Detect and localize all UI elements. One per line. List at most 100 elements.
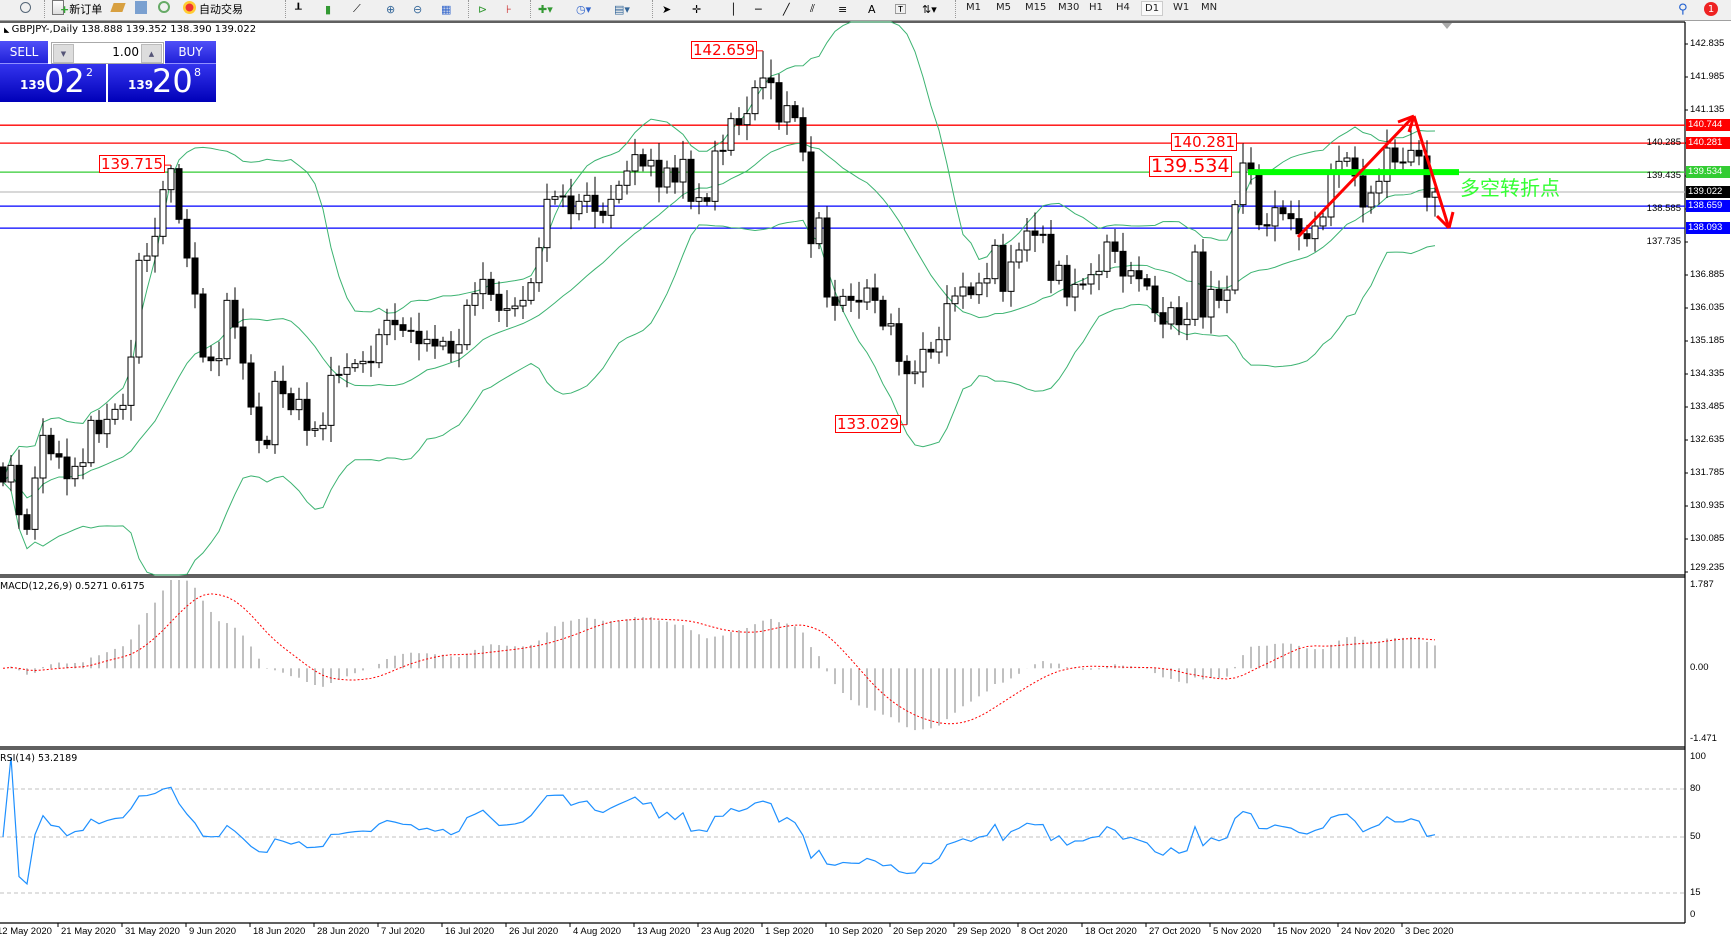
date-axis-label: 16 Jul 2020 bbox=[445, 926, 495, 937]
lot-size-field[interactable]: ▼ 1.00 ▲ bbox=[51, 42, 164, 64]
arrows-button[interactable]: ⇅▾ bbox=[922, 0, 937, 18]
tile-windows-button[interactable]: ▦ bbox=[441, 0, 451, 18]
auto-trading-button[interactable]: 自动交易 bbox=[183, 0, 243, 18]
zoom-in-button[interactable]: ⊕ bbox=[386, 0, 395, 18]
annotations[interactable] bbox=[1248, 114, 1459, 239]
date-axis-label: 23 Aug 2020 bbox=[701, 926, 755, 937]
lot-increase-button[interactable]: ▲ bbox=[141, 44, 162, 63]
candle-bull bbox=[559, 195, 567, 198]
candle-bull bbox=[1231, 204, 1239, 291]
candle-bear bbox=[63, 456, 71, 480]
candle-bear bbox=[687, 158, 695, 202]
price-axis-label: 139.435 bbox=[1646, 170, 1681, 181]
date-axis-label: 18 Jun 2020 bbox=[253, 926, 306, 937]
timeframe-mn[interactable]: MN bbox=[1201, 2, 1218, 13]
signals-button[interactable] bbox=[158, 0, 170, 18]
templates-button[interactable]: ▤▾ bbox=[614, 0, 630, 18]
timeframe-w1[interactable]: W1 bbox=[1173, 2, 1190, 13]
magnifier-icon bbox=[20, 1, 31, 13]
candle-bull bbox=[543, 198, 551, 249]
candle-bull bbox=[991, 244, 999, 280]
timeframe-d1[interactable]: D1 bbox=[1141, 1, 1164, 16]
candle-bull bbox=[615, 184, 623, 200]
level-price-label[interactable]: 139.534 bbox=[1149, 155, 1232, 177]
zoom-window-button[interactable] bbox=[20, 0, 31, 18]
search-button[interactable]: ⚲ bbox=[1678, 0, 1688, 18]
collapse-triangle-icon: ◣ bbox=[4, 26, 12, 34]
date-axis-label: 18 Oct 2020 bbox=[1085, 926, 1137, 937]
chart-shift-button[interactable]: ⊦ bbox=[506, 0, 512, 18]
candle-bull bbox=[479, 278, 487, 295]
buy-price-box[interactable]: 139 20 8 bbox=[108, 62, 216, 102]
lot-decrease-button[interactable]: ▼ bbox=[53, 44, 74, 63]
notifications-button[interactable]: 1 bbox=[1704, 0, 1718, 18]
extreme-price-label[interactable]: 142.659 bbox=[691, 40, 758, 59]
candle-bear bbox=[879, 299, 887, 327]
price-axis-label: 131.785 bbox=[1690, 467, 1725, 478]
candle-bull bbox=[527, 282, 535, 301]
rsi-label: RSI(14) 53.2189 bbox=[0, 753, 78, 764]
lot-size-value[interactable]: 1.00 bbox=[112, 45, 139, 59]
auto-scroll-button[interactable]: ⊳ bbox=[478, 0, 487, 18]
candle-bear bbox=[399, 324, 407, 331]
candle-bull bbox=[7, 464, 15, 483]
new-order-button[interactable]: + 新订单 bbox=[52, 0, 102, 18]
fibonacci-button[interactable]: ≡ bbox=[838, 0, 847, 18]
equidistant-channel-button[interactable]: ⫽ bbox=[810, 0, 815, 18]
text-button[interactable]: A bbox=[868, 0, 876, 18]
bar-chart-button[interactable]: ┸ bbox=[295, 0, 302, 18]
candle-bear bbox=[1111, 241, 1119, 252]
cursor-button[interactable]: ➤ bbox=[662, 0, 671, 18]
candle-bull bbox=[975, 282, 983, 296]
candle-bull bbox=[119, 404, 127, 410]
candle-bull bbox=[815, 217, 823, 245]
candle-bull bbox=[167, 168, 175, 191]
candle-bear bbox=[175, 168, 183, 220]
candle-bull bbox=[783, 105, 791, 123]
periods-button[interactable]: ◷▾ bbox=[576, 0, 591, 18]
timeframe-h1[interactable]: H1 bbox=[1089, 2, 1103, 13]
sell-button[interactable]: SELL bbox=[0, 41, 48, 64]
crosshair-button[interactable]: ✛ bbox=[692, 0, 701, 18]
signal-icon bbox=[158, 1, 170, 13]
candle-bear bbox=[231, 299, 239, 328]
candle-bear bbox=[599, 210, 607, 216]
candle-bull bbox=[1039, 233, 1047, 236]
extreme-price-label[interactable]: 140.281 bbox=[1171, 133, 1238, 152]
price-axis-label: 136.885 bbox=[1690, 269, 1725, 280]
candle-bear bbox=[903, 360, 911, 375]
timeframe-m30[interactable]: M30 bbox=[1058, 2, 1080, 13]
toolbar-separator bbox=[468, 0, 470, 18]
vertical-line-button[interactable]: │ bbox=[730, 0, 737, 18]
timeframe-m1[interactable]: M1 bbox=[966, 2, 981, 13]
candle-bear bbox=[239, 326, 247, 364]
timeframe-m15[interactable]: M15 bbox=[1025, 2, 1047, 13]
candle-bear bbox=[927, 348, 935, 353]
candle-bull bbox=[951, 295, 959, 305]
candle-bull bbox=[327, 374, 335, 426]
timeframe-h4[interactable]: H4 bbox=[1116, 2, 1130, 13]
indicators-button[interactable]: ✚▾ bbox=[538, 0, 553, 18]
timeframe-m5[interactable]: M5 bbox=[996, 2, 1011, 13]
candlestick-chart-button[interactable]: ▮ bbox=[325, 0, 331, 18]
extreme-price-label[interactable]: 133.029 bbox=[835, 414, 902, 433]
candle-bear bbox=[1255, 169, 1263, 226]
bar-chart-icon: ┸ bbox=[295, 2, 302, 16]
candle-bull bbox=[839, 295, 847, 306]
strategy-tester-button[interactable] bbox=[135, 0, 147, 18]
toolbar-separator bbox=[44, 0, 46, 18]
zoom-out-button[interactable]: ⊖ bbox=[413, 0, 422, 18]
candle-bull bbox=[1343, 157, 1351, 162]
candle-bear bbox=[1287, 213, 1295, 220]
date-axis-label: 1 Sep 2020 bbox=[765, 926, 814, 937]
buy-button[interactable]: BUY bbox=[165, 41, 216, 64]
extreme-price-label[interactable]: 139.715 bbox=[99, 155, 166, 174]
trendline-button[interactable]: ╱ bbox=[783, 0, 790, 18]
sell-price-box[interactable]: 139 02 2 bbox=[0, 62, 106, 102]
uptrend-arrow bbox=[1296, 116, 1414, 239]
horizontal-line-button[interactable]: ─ bbox=[755, 0, 762, 18]
text-label-button[interactable]: 🅃 bbox=[895, 0, 906, 18]
turning-point-text[interactable]: 多空转折点 bbox=[1460, 176, 1560, 200]
line-chart-button[interactable]: ⟋ bbox=[353, 0, 361, 18]
